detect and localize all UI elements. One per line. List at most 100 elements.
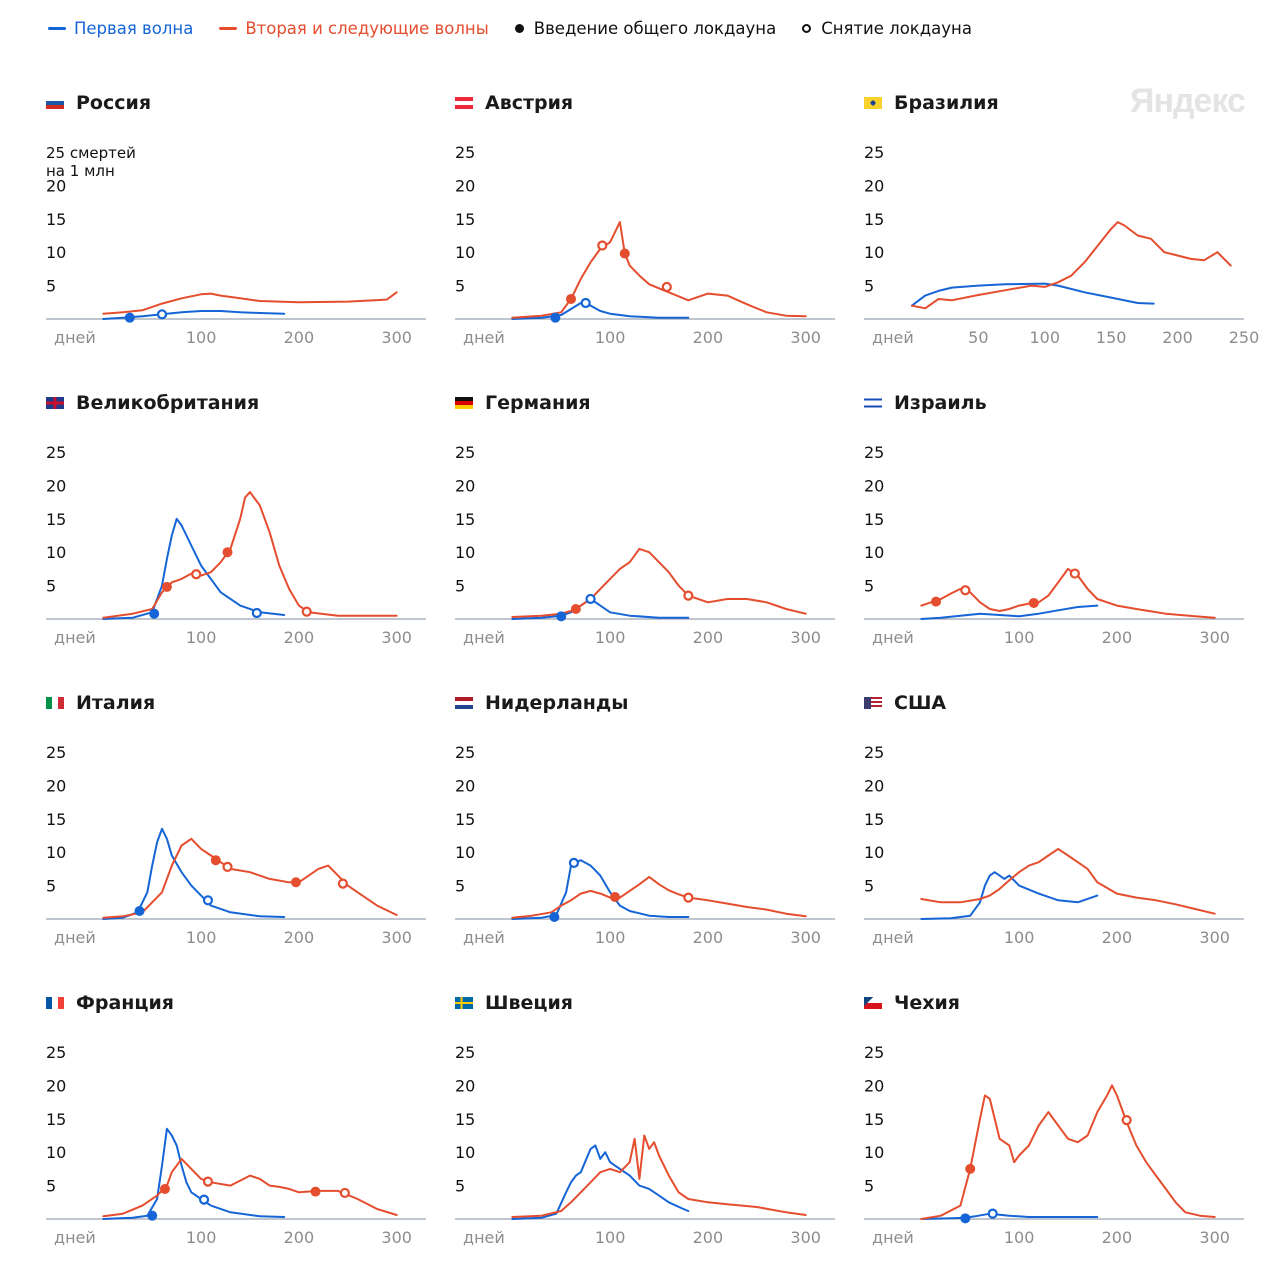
x-tick-label: 300 [381, 328, 412, 347]
lockdown-start-marker [134, 905, 145, 916]
y-tick-label: 10 [864, 243, 884, 262]
flag-at-icon [455, 97, 473, 109]
legend-label-lockdown-end: Снятие локдауна [821, 18, 972, 38]
y-tick-label: 5 [46, 1177, 56, 1196]
first-wave-series-line [102, 517, 286, 620]
y-tick-label: 15 [455, 210, 475, 229]
chart-panel-gb: Великобритания 5 10 15 20 25 дней 100 200 300 [46, 390, 446, 680]
x-tick-label: 300 [1199, 1228, 1230, 1247]
y-tick-label: 20 [455, 776, 475, 795]
country-name: Израиль [894, 392, 987, 414]
x-tick-label: 100 [595, 1228, 626, 1247]
x-tick-label: 200 [1102, 628, 1133, 647]
y-tick-label: 10 [455, 243, 475, 262]
y-tick-label: 20 [455, 1076, 475, 1095]
lockdown-end-marker [337, 878, 348, 889]
lockdown-start-marker [931, 596, 941, 607]
x-tick-label: 200 [693, 1228, 724, 1247]
x-tick-label: 100 [595, 328, 626, 347]
x-tick-label: 300 [790, 928, 821, 947]
x-tick-label: 250 [1229, 328, 1260, 347]
x-tick-label: 200 [284, 928, 315, 947]
flag-br-icon [864, 97, 882, 109]
x-tick-label: 100 [595, 928, 626, 947]
x-tick-label: 200 [1102, 928, 1133, 947]
y-tick-label: 15 [455, 510, 475, 529]
chart-panel-de: Германия 5 10 15 20 25 дней 100 200 300 [455, 390, 855, 680]
x-axis-label: дней [463, 328, 505, 347]
chart-title: Израиль [864, 390, 987, 416]
x-tick-label: 200 [693, 628, 724, 647]
y-tick-label: 15 [455, 1110, 475, 1129]
chart-panel-br: Бразилия 5 10 15 20 25 дней 50 100 150 200 250 [864, 90, 1264, 380]
y-tick-label: 25 [455, 743, 475, 762]
x-tick-label: 300 [1199, 628, 1230, 647]
y-tick-label: 5 [455, 577, 465, 596]
first-wave-series-line [920, 871, 1099, 920]
x-axis-label: дней [872, 928, 914, 947]
y-tick-label: 10 [46, 243, 66, 262]
line-chart: 5 10 15 20 25 дней 100 200 300 [46, 1043, 426, 1247]
country-name: Нидерланды [485, 692, 629, 714]
x-tick-label: 200 [693, 328, 724, 347]
lockdown-end-marker [202, 1176, 214, 1187]
x-tick-label: 50 [968, 328, 988, 347]
x-tick-label: 100 [1004, 628, 1035, 647]
y-tick-label: 25 [46, 1043, 66, 1062]
y-unit-label: на 1 млн [46, 162, 115, 180]
lockdown-end-marker [597, 240, 608, 251]
y-tick-label: 5 [455, 277, 465, 296]
flag-cz-icon [864, 997, 882, 1009]
lockdown-start-marker [290, 877, 301, 888]
line-chart: 5 10 15 20 25 дней 100 200 300 [455, 443, 835, 647]
filled-dot-icon [514, 23, 524, 33]
y-tick-label: 15 [864, 810, 884, 829]
second-wave-series-line [920, 847, 1216, 915]
lockdown-start-marker [147, 1210, 158, 1221]
lockdown-end-marker [339, 1187, 350, 1199]
legend-label-lockdown-start: Введение общего локдауна [533, 18, 777, 38]
y-tick-label: 10 [46, 843, 66, 862]
y-tick-label: 15 [864, 510, 884, 529]
country-name: Австрия [485, 92, 574, 114]
y-tick-label: 25 [455, 1043, 475, 1062]
first-wave-series-line [102, 827, 286, 920]
lockdown-end-marker [1069, 568, 1080, 579]
lockdown-start-marker [149, 608, 160, 619]
y-tick-label: 20 [46, 776, 66, 795]
chart-panel-se: Швеция 5 10 15 20 25 дней 100 200 300 [455, 990, 855, 1280]
x-tick-label: 100 [1004, 928, 1035, 947]
y-tick-label: 15 [46, 510, 66, 529]
yandex-watermark-logo: Яндекс [1130, 82, 1246, 120]
country-name: США [894, 692, 947, 714]
y-tick-label: 10 [455, 1143, 475, 1162]
second-wave-series-line [102, 291, 398, 315]
x-tick-label: 100 [186, 328, 217, 347]
flag-gb-icon [46, 397, 64, 409]
y-tick-label: 15 [864, 210, 884, 229]
legend-item-lockdown-end: Снятие локдауна [802, 19, 972, 38]
chart-panel-at: Австрия 5 10 15 20 25 дней 100 200 300 [455, 90, 855, 380]
flag-de-icon [455, 397, 473, 409]
y-tick-label: 20 [455, 476, 475, 495]
y-tick-label: 20 [46, 1076, 66, 1095]
y-tick-label: 10 [46, 1143, 66, 1162]
y-tick-label: 20 [864, 1076, 884, 1095]
x-tick-label: 300 [790, 628, 821, 647]
x-tick-label: 300 [381, 928, 412, 947]
lockdown-end-marker [301, 606, 312, 617]
hollow-dot-icon [802, 23, 812, 33]
flag-nl-icon [455, 697, 473, 709]
flag-il-icon [864, 397, 882, 409]
chart-panel-fr: Франция 5 10 15 20 25 дней 100 200 300 [46, 990, 446, 1280]
y-tick-label: 5 [864, 277, 874, 296]
y-tick-label: 20 [864, 176, 884, 195]
lockdown-start-marker [965, 1163, 976, 1174]
line-chart: 5 10 15 20 25 дней 100 200 300 [455, 143, 835, 347]
x-tick-label: 100 [186, 928, 217, 947]
flag-se-icon [455, 997, 473, 1009]
line-chart: 5 10 15 20 25 дней 50 100 150 200 250 [864, 143, 1259, 347]
x-tick-label: 100 [186, 628, 217, 647]
y-unit-label: 25 смертей [46, 144, 136, 162]
